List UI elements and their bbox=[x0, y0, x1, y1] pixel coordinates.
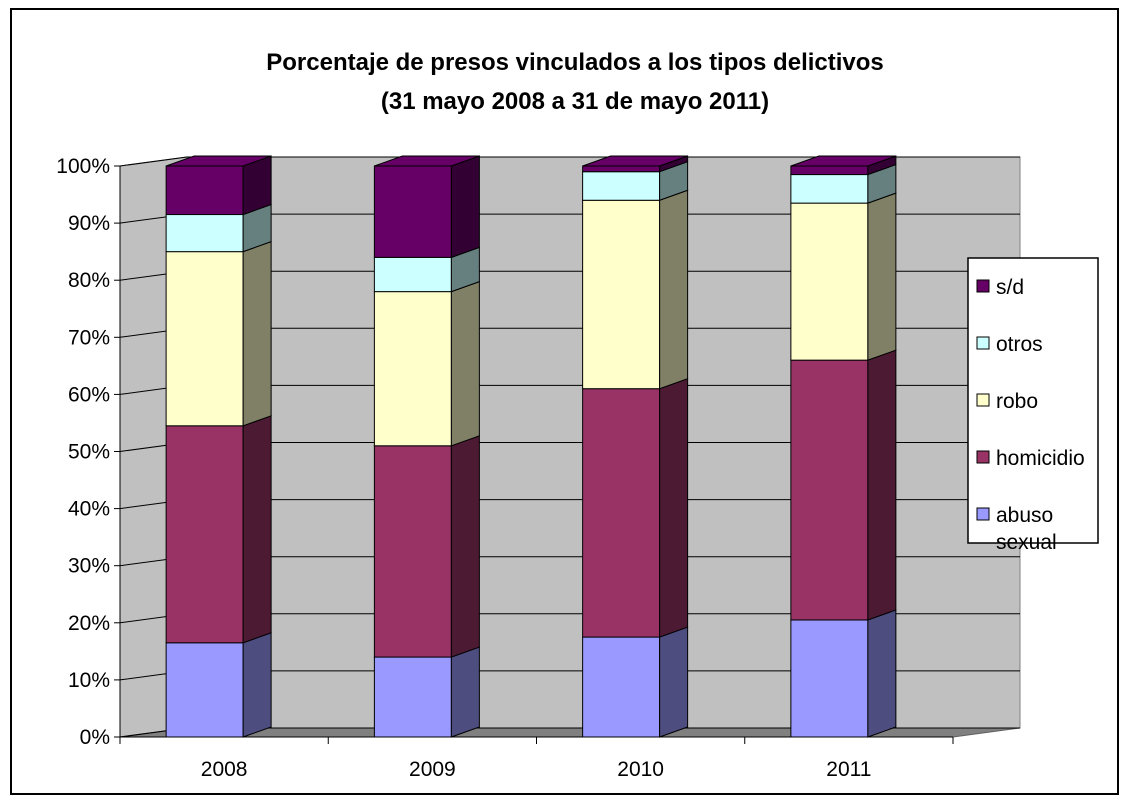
bar-front bbox=[582, 388, 661, 638]
bar-side bbox=[867, 609, 897, 738]
bar-segment bbox=[373, 646, 480, 738]
y-tick-label: 20% bbox=[68, 612, 110, 635]
legend-label: sexual bbox=[996, 531, 1057, 554]
y-tick-label: 90% bbox=[68, 212, 110, 235]
bar-front bbox=[582, 199, 661, 390]
bar-segment bbox=[790, 609, 897, 738]
bar-segment bbox=[790, 349, 897, 621]
bar-front bbox=[582, 636, 661, 738]
bar-front bbox=[373, 256, 452, 293]
bar-side bbox=[242, 632, 272, 738]
bar-segment bbox=[165, 155, 272, 216]
y-tick-label: 30% bbox=[68, 555, 110, 578]
y-tick-label: 40% bbox=[68, 498, 110, 521]
x-tick-label: 2009 bbox=[409, 758, 456, 781]
bar-front bbox=[373, 165, 452, 258]
x-tick-label: 2011 bbox=[826, 758, 871, 781]
bar-front bbox=[790, 202, 869, 361]
x-tick-label: 2008 bbox=[201, 758, 248, 781]
bar-front bbox=[165, 425, 244, 644]
bar-front bbox=[373, 291, 452, 447]
bars bbox=[165, 155, 897, 738]
legend-label: s/d bbox=[996, 276, 1024, 299]
legend-swatch bbox=[976, 450, 990, 464]
legend-item: homicidio bbox=[976, 447, 1085, 470]
bar-front bbox=[790, 165, 869, 176]
bar-side bbox=[450, 646, 480, 738]
bar-segment bbox=[582, 189, 689, 390]
bar-side bbox=[242, 415, 272, 644]
bar-side bbox=[659, 189, 689, 390]
legend-swatch bbox=[976, 279, 990, 293]
bar-front bbox=[582, 171, 661, 201]
bar-segment bbox=[373, 155, 480, 259]
bar-top bbox=[165, 155, 272, 167]
y-tick-label: 10% bbox=[68, 669, 110, 692]
y-tick-label: 50% bbox=[68, 441, 110, 464]
bar-segment bbox=[582, 377, 689, 638]
bar-front bbox=[373, 656, 452, 738]
bar-front bbox=[165, 165, 244, 216]
bar-side bbox=[242, 240, 272, 427]
legend-item: otros bbox=[976, 333, 1043, 356]
bar-segment bbox=[582, 161, 689, 201]
bar-segment bbox=[165, 632, 272, 738]
bar-front bbox=[165, 642, 244, 738]
legend-label: otros bbox=[996, 333, 1043, 356]
bar-segment bbox=[373, 435, 480, 658]
bar-segment bbox=[165, 203, 272, 253]
bar-side bbox=[450, 435, 480, 658]
legend-item: s/d bbox=[976, 276, 1024, 299]
bar-front bbox=[790, 359, 869, 621]
bar-segment bbox=[790, 192, 897, 361]
bar-top bbox=[790, 155, 897, 167]
bar-side bbox=[659, 626, 689, 738]
bar-top bbox=[374, 155, 480, 167]
y-tick-label: 70% bbox=[68, 326, 110, 349]
legend-swatch bbox=[976, 507, 990, 521]
bar-segment bbox=[165, 240, 272, 427]
chart-subtitle: (31 mayo 2008 a 31 de mayo 2011) bbox=[381, 88, 769, 115]
bar-side bbox=[867, 349, 897, 621]
legend: s/d otros robo homicidio abuso sexual bbox=[967, 257, 1099, 554]
legend-label: homicidio bbox=[996, 447, 1085, 470]
x-tick-label: 2010 bbox=[617, 758, 664, 781]
y-tick-label: 60% bbox=[68, 383, 110, 406]
y-axis: 0% 10% 20% 30% 40% 50% 60% 70% 80% 90% 100% bbox=[56, 155, 121, 749]
bar-front bbox=[790, 619, 869, 738]
bar-side bbox=[450, 280, 480, 447]
bar-segment bbox=[373, 246, 480, 293]
y-tick-label: 100% bbox=[56, 155, 110, 178]
bar-front bbox=[165, 251, 244, 427]
bar-segment bbox=[373, 280, 480, 447]
y-tick-label: 80% bbox=[68, 269, 110, 292]
legend-label: abuso bbox=[996, 504, 1053, 527]
legend-box bbox=[967, 257, 1099, 544]
x-axis: 2008 2009 2010 2011 bbox=[119, 736, 954, 781]
bar-side bbox=[867, 192, 897, 361]
bar-side bbox=[659, 377, 689, 638]
bar-segment bbox=[582, 626, 689, 738]
gridline bbox=[119, 156, 1020, 167]
bar-segment bbox=[165, 415, 272, 644]
legend-item: robo bbox=[976, 390, 1038, 413]
legend-item: abuso sexual bbox=[976, 504, 1057, 554]
bar-top bbox=[582, 155, 688, 167]
bar-front bbox=[790, 174, 869, 204]
bar-side bbox=[450, 155, 480, 259]
legend-label: robo bbox=[996, 390, 1038, 413]
chart-title: Porcentaje de presos vinculados a los ti… bbox=[266, 49, 884, 76]
chart-svg: Porcentaje de presos vinculados a los ti… bbox=[56, 49, 1099, 781]
bar-front bbox=[165, 214, 244, 253]
chart-frame: Porcentaje de presos vinculados a los ti… bbox=[10, 8, 1119, 795]
bar-front bbox=[373, 445, 452, 658]
bar-segment bbox=[790, 163, 897, 204]
bar-front bbox=[582, 165, 661, 173]
legend-swatch bbox=[976, 393, 990, 407]
y-tick-label: 0% bbox=[80, 726, 110, 749]
legend-swatch bbox=[976, 336, 990, 350]
